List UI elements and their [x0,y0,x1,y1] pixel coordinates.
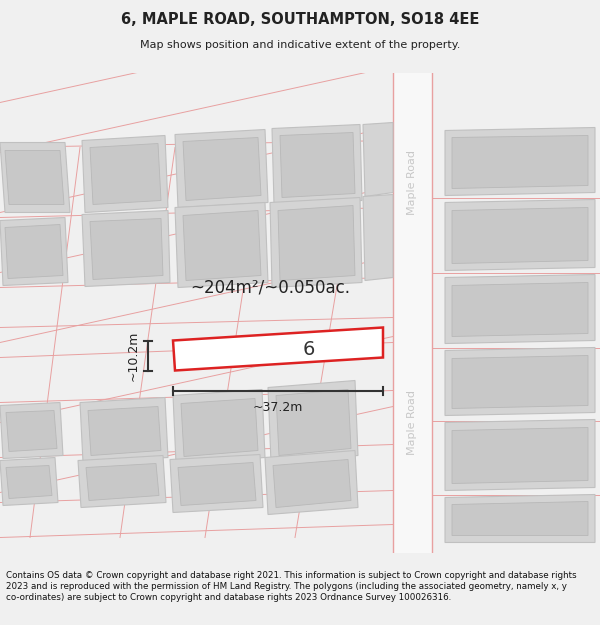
Polygon shape [270,198,362,288]
Polygon shape [0,142,70,212]
Polygon shape [6,411,57,451]
Polygon shape [175,202,268,288]
Polygon shape [452,282,588,336]
Polygon shape [276,389,351,456]
Polygon shape [363,194,393,281]
Text: Maple Road: Maple Road [407,390,417,455]
Polygon shape [178,462,256,506]
Polygon shape [0,458,58,506]
Text: Contains OS data © Crown copyright and database right 2021. This information is : Contains OS data © Crown copyright and d… [6,571,577,602]
Polygon shape [183,138,261,201]
Polygon shape [445,348,595,416]
Polygon shape [445,127,595,196]
Text: 6: 6 [302,339,314,359]
Polygon shape [0,217,68,286]
Polygon shape [445,494,595,542]
Polygon shape [6,466,52,499]
Polygon shape [272,124,362,204]
Polygon shape [90,219,163,279]
Polygon shape [280,132,355,198]
Polygon shape [268,381,358,462]
Polygon shape [278,206,355,281]
Polygon shape [452,428,588,484]
Polygon shape [175,129,268,208]
Polygon shape [445,199,595,271]
Polygon shape [273,459,351,508]
Polygon shape [173,328,383,371]
Polygon shape [452,208,588,264]
Text: 6, MAPLE ROAD, SOUTHAMPTON, SO18 4EE: 6, MAPLE ROAD, SOUTHAMPTON, SO18 4EE [121,12,479,27]
Polygon shape [170,454,263,512]
Polygon shape [183,211,261,281]
Polygon shape [445,419,595,491]
Polygon shape [181,399,258,456]
Polygon shape [82,211,170,286]
Polygon shape [452,356,588,409]
Text: ~37.2m: ~37.2m [253,401,303,414]
Text: ~10.2m: ~10.2m [127,331,140,381]
Polygon shape [5,224,63,279]
Polygon shape [452,136,588,189]
Polygon shape [393,72,432,552]
Polygon shape [90,144,161,204]
Polygon shape [173,389,265,464]
Polygon shape [452,501,588,536]
Polygon shape [265,451,358,514]
Text: ~204m²/~0.050ac.: ~204m²/~0.050ac. [190,279,350,296]
Text: Maple Road: Maple Road [407,150,417,215]
Polygon shape [86,464,159,501]
Polygon shape [80,398,168,462]
Polygon shape [445,274,595,344]
Polygon shape [363,122,393,196]
Polygon shape [0,402,63,459]
Polygon shape [78,456,166,508]
Polygon shape [5,151,64,204]
Polygon shape [82,136,168,212]
Text: Map shows position and indicative extent of the property.: Map shows position and indicative extent… [140,39,460,49]
Polygon shape [88,406,161,456]
